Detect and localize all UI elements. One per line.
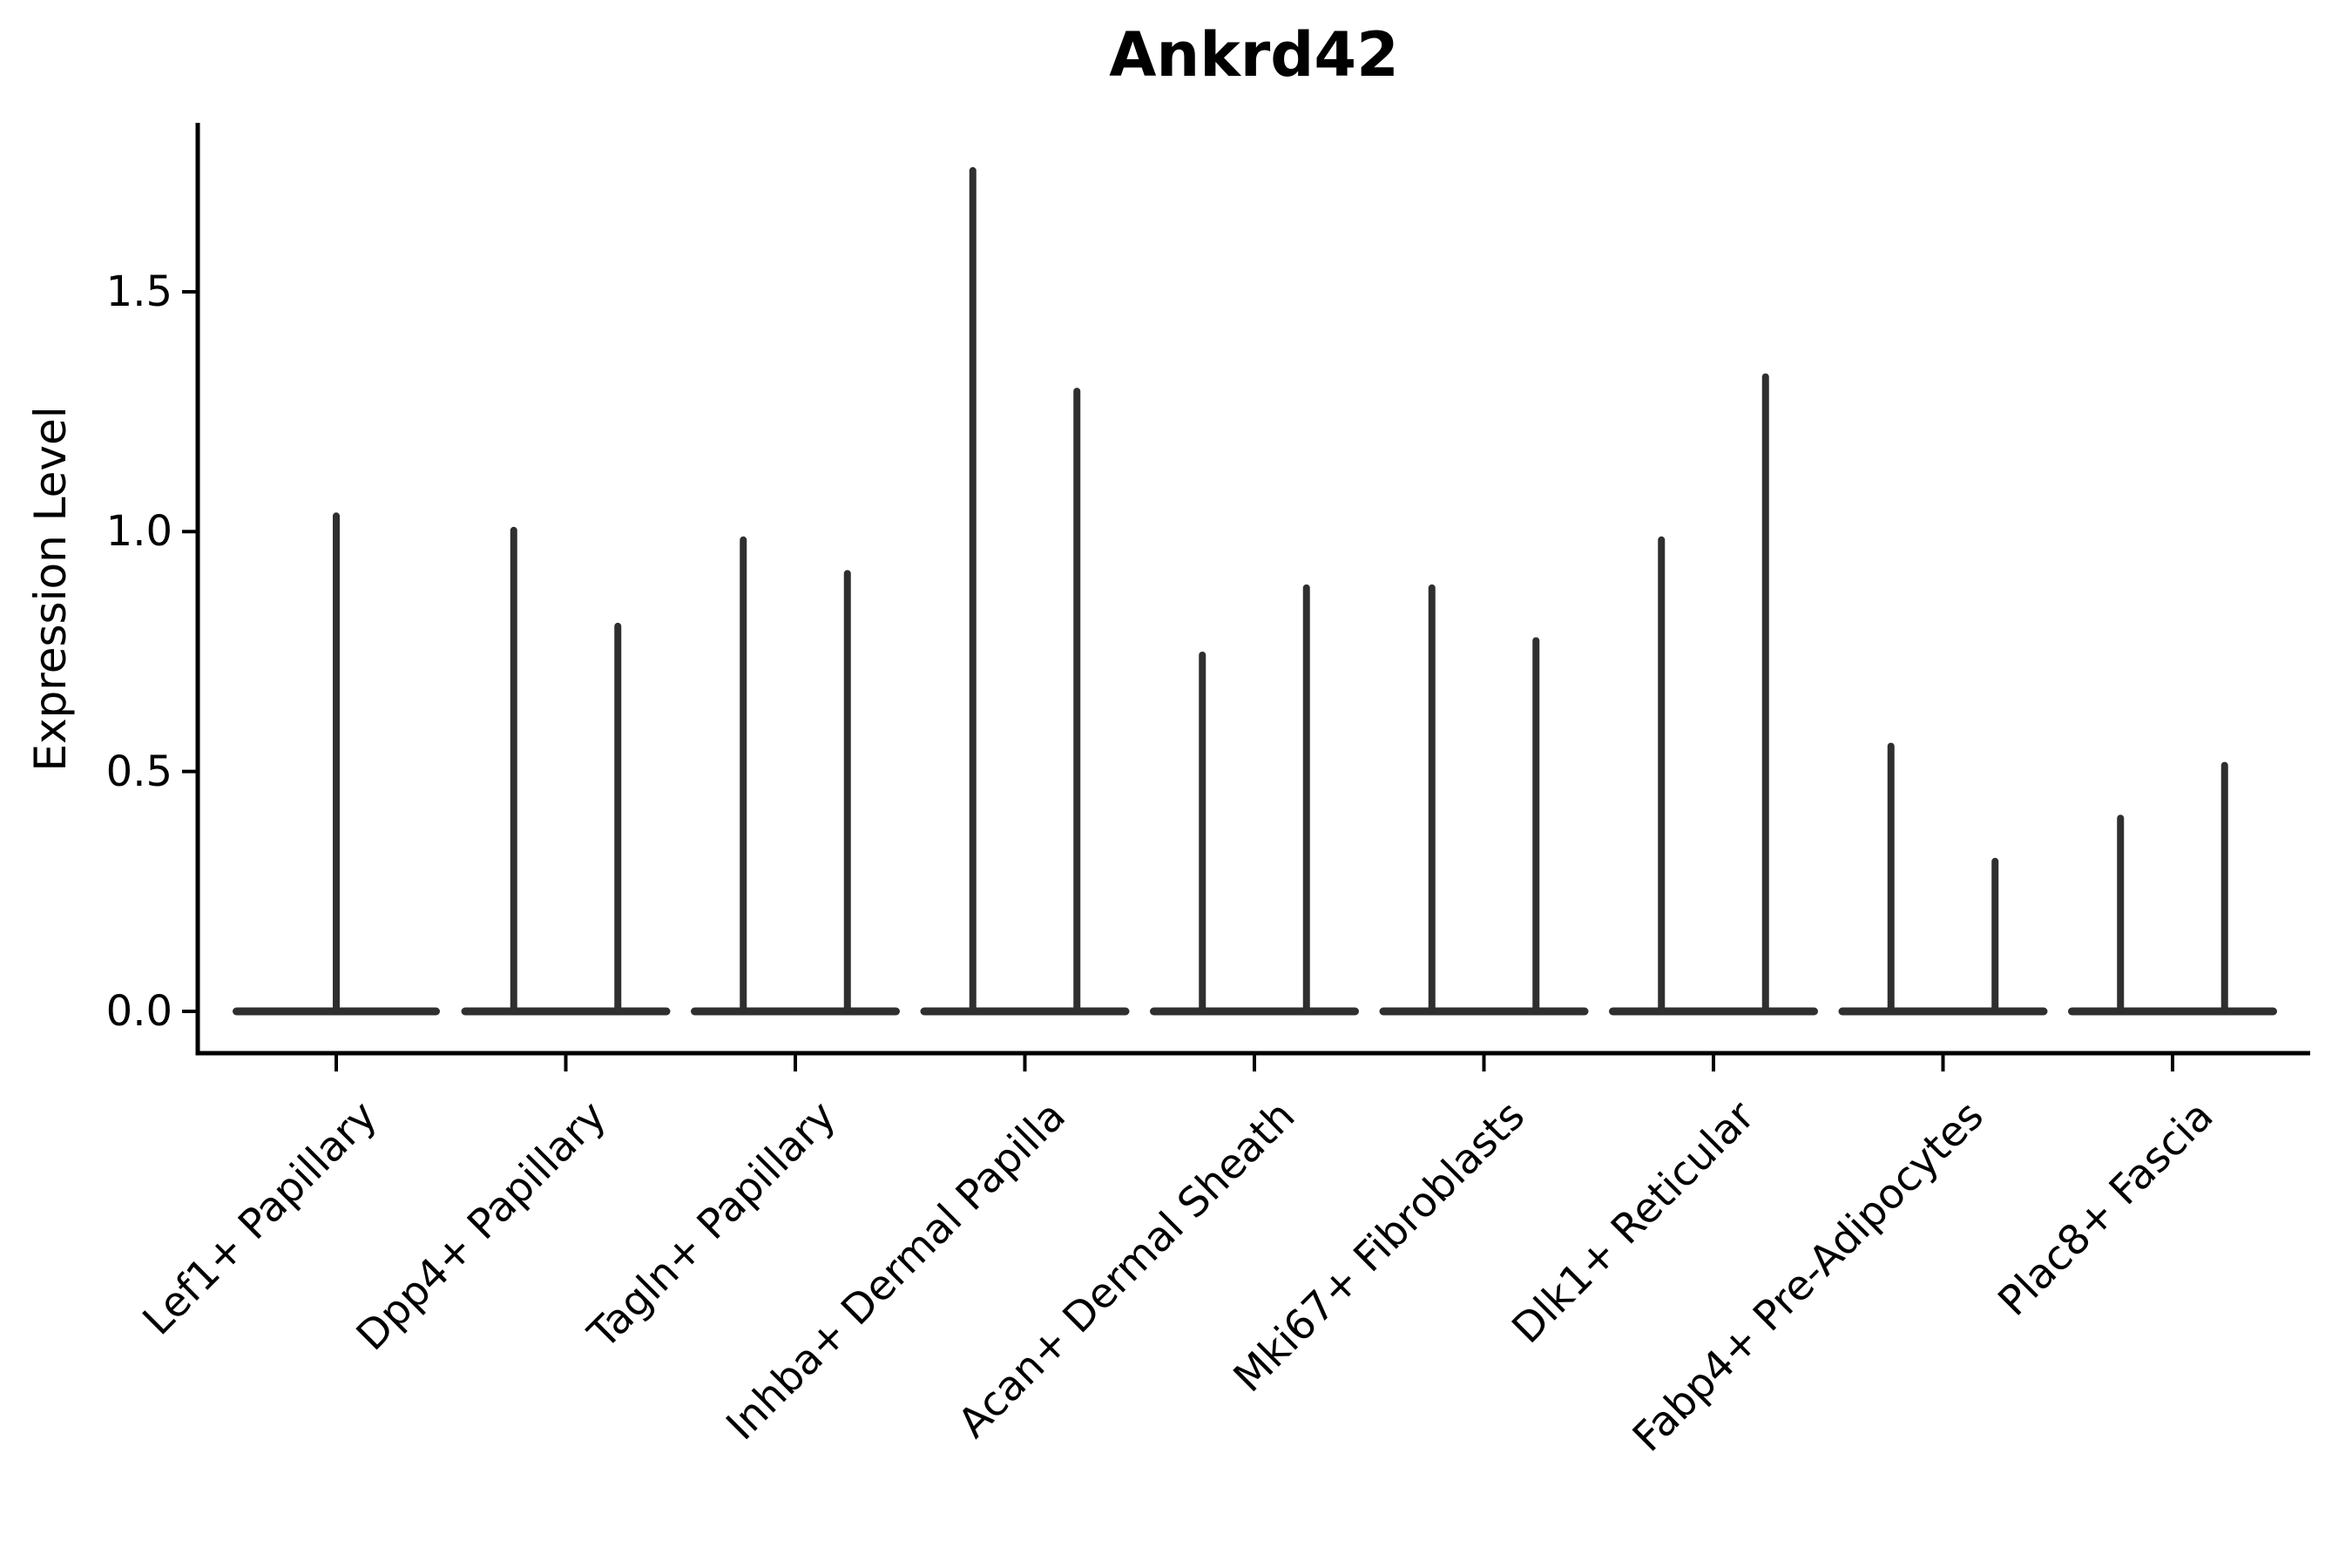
y-tick-label: 1.0 bbox=[105, 507, 172, 557]
y-tick-label: 1.5 bbox=[105, 267, 172, 316]
chart-title: Ankrd42 bbox=[1109, 19, 1399, 91]
y-tick-label: 0.5 bbox=[105, 747, 172, 796]
y-tick-label: 0.0 bbox=[105, 987, 172, 1036]
